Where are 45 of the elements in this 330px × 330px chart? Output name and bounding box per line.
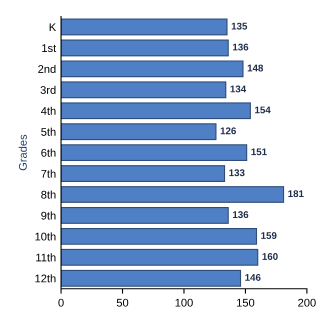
- y-tick-label: 9th: [41, 211, 56, 220]
- data-label: 136: [233, 44, 248, 51]
- bar: [61, 123, 216, 140]
- data-label: 151: [251, 148, 267, 156]
- y-tick-label: 10th: [35, 232, 56, 241]
- bar: [61, 248, 258, 266]
- bar: [61, 228, 258, 245]
- data-label: 154: [255, 106, 271, 114]
- y-tick-label: 4th: [41, 106, 56, 115]
- bar: [61, 270, 242, 287]
- bar: [61, 186, 284, 203]
- y-tick-label: 8th: [41, 190, 56, 199]
- y-tick-label: 6th: [41, 148, 56, 157]
- x-tick-label: 200: [298, 298, 316, 307]
- bar: [61, 40, 229, 56]
- y-tick-label: 3rd: [40, 86, 56, 94]
- bar: [61, 102, 251, 120]
- data-label: 134: [230, 86, 246, 92]
- y-tick-label: 12th: [35, 274, 56, 282]
- y-tick-label: 7th: [41, 170, 56, 178]
- data-label: 160: [262, 253, 278, 260]
- y-tick-label: 1st: [42, 44, 56, 52]
- data-label: 146: [245, 274, 261, 281]
- y-tick-label: 2nd: [38, 64, 56, 73]
- y-axis-title: Grades: [18, 134, 27, 170]
- data-label: 148: [248, 64, 264, 72]
- bar: [61, 18, 228, 36]
- data-label: 136: [233, 211, 248, 218]
- bar: [61, 144, 248, 162]
- data-label: 159: [261, 232, 277, 240]
- y-tick-label: 11th: [36, 253, 56, 262]
- y-tick-label: 5th: [41, 128, 56, 136]
- x-tick-label: 100: [176, 298, 193, 307]
- data-label: 133: [229, 169, 245, 176]
- data-label: 126: [220, 127, 236, 134]
- x-tick-label: 50: [116, 298, 128, 307]
- bar: [61, 165, 226, 182]
- data-label: 181: [288, 190, 304, 198]
- bar: [61, 81, 226, 98]
- data-label: 135: [232, 22, 248, 30]
- y-tick-label: K: [50, 23, 56, 31]
- bar: [61, 60, 244, 78]
- x-tick-label: 150: [237, 298, 254, 307]
- bar: [61, 207, 229, 224]
- x-tick-label: 0: [58, 298, 64, 307]
